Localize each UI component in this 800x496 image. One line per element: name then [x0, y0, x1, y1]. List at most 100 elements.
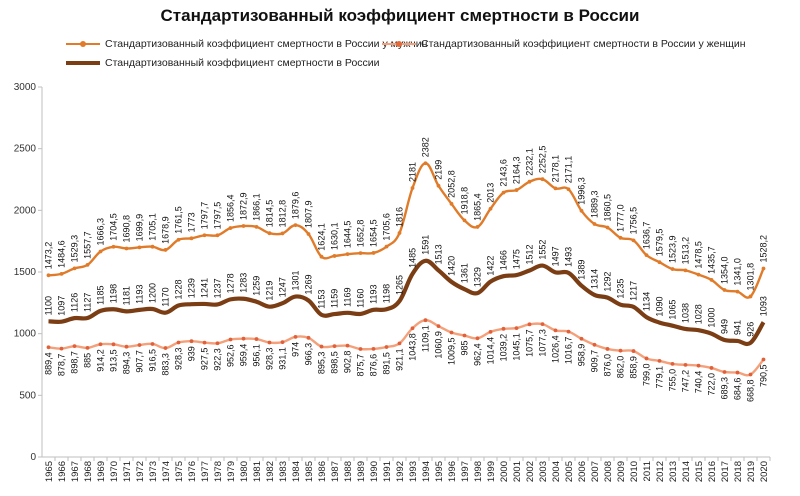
data-label-men: 1866,1	[252, 193, 262, 221]
point-women-1969	[98, 342, 103, 347]
point-men-1971	[124, 246, 129, 251]
data-label-men: 1761,5	[174, 206, 184, 234]
point-women-1976	[189, 339, 194, 344]
data-label-men: 1879,6	[291, 192, 301, 220]
data-label-women: 898,5	[330, 351, 340, 374]
data-label-women: 885	[83, 353, 93, 368]
data-label-men: 2382	[421, 137, 431, 157]
point-men-1992	[397, 231, 402, 235]
data-label-men: 1889,3	[590, 190, 600, 218]
x-tick-label: 1993	[408, 461, 419, 482]
data-label-men: 1636,7	[642, 222, 652, 250]
data-label-women: 891,5	[382, 352, 392, 375]
x-tick-label: 1974	[161, 461, 172, 482]
point-women-2005	[566, 329, 571, 334]
x-tick-label: 2019	[746, 461, 757, 482]
point-men-1989	[358, 251, 363, 256]
point-women-2016	[709, 366, 714, 370]
data-label-women: 895,3	[317, 352, 327, 375]
data-label-men: 1797,7	[200, 202, 210, 230]
point-men-2012	[657, 260, 662, 265]
x-tick-label: 2015	[694, 461, 705, 482]
data-label-women: 894,3	[122, 352, 132, 375]
point-women-2017	[722, 370, 727, 374]
data-label-women: 1039,2	[499, 334, 509, 362]
data-label-men: 1705,6	[382, 213, 392, 241]
data-label-men: 1690,8	[122, 215, 132, 243]
point-women-1967	[72, 344, 77, 349]
point-women-1997	[462, 333, 467, 338]
data-label-total: 1314	[590, 269, 600, 289]
legend-swatch-men	[66, 39, 100, 49]
data-label-total: 1292	[603, 272, 613, 292]
data-label-women: 1014,4	[486, 337, 496, 365]
point-men-2008	[605, 225, 610, 230]
point-men-1968	[85, 262, 90, 267]
data-label-men: 2171,1	[564, 156, 574, 184]
data-label-total: 1093	[759, 296, 769, 316]
data-label-men: 1630,1	[330, 222, 340, 250]
data-label-men: 1341,0	[733, 258, 743, 286]
point-men-2006	[579, 208, 584, 213]
data-label-total: 1169	[343, 287, 353, 306]
point-women-1968	[85, 345, 90, 350]
y-tick-label: 2500	[14, 144, 37, 155]
data-label-women: 928,3	[265, 348, 275, 371]
point-women-1965	[46, 345, 51, 350]
data-label-men: 1666,3	[96, 218, 106, 246]
data-label-women: 931,1	[278, 347, 288, 370]
data-label-men: 1756,5	[629, 207, 639, 235]
data-label-men: 1484,6	[57, 240, 67, 268]
x-tick-label: 1989	[356, 461, 367, 482]
point-women-1983	[280, 340, 285, 345]
data-label-men: 2199	[434, 160, 444, 180]
point-men-1993	[410, 186, 415, 190]
data-label-total: 1512	[525, 244, 535, 264]
data-label-women: 747,2	[681, 370, 691, 393]
point-women-1977	[202, 340, 207, 345]
data-label-total: 1241	[200, 278, 210, 298]
data-label-women: 740,4	[694, 371, 704, 394]
legend-label-men: Стандартизованный коэффициент смертности…	[105, 38, 428, 50]
point-men-2003	[540, 177, 545, 182]
point-women-1973	[150, 342, 155, 346]
data-label-men: 1865,4	[473, 193, 483, 221]
data-label-women: 956,1	[252, 344, 262, 367]
data-label-women: 779,1	[655, 366, 665, 389]
data-label-men: 1652,8	[356, 220, 366, 248]
data-label-women: 755,0	[668, 369, 678, 392]
point-women-1978	[215, 341, 220, 346]
data-label-women: 889,4	[44, 352, 54, 375]
data-label-total: 1329	[473, 267, 483, 287]
point-men-1975	[176, 237, 181, 242]
data-label-total: 1422	[486, 256, 496, 276]
data-label-total: 1247	[278, 277, 288, 297]
point-women-2015	[696, 363, 701, 368]
data-label-total: 1038	[681, 303, 691, 323]
point-women-2020	[761, 357, 766, 362]
x-tick-label: 1976	[187, 461, 198, 482]
point-women-2006	[579, 336, 584, 341]
data-label-women: 790,5	[759, 365, 769, 388]
point-men-1988	[345, 252, 350, 257]
data-label-women: 862,0	[616, 356, 626, 379]
data-label-women: 916,5	[148, 349, 158, 372]
data-label-men: 1996,3	[577, 177, 587, 205]
data-label-men: 1528,2	[759, 235, 769, 263]
data-label-men: 2164,3	[512, 157, 522, 185]
data-label-men: 1872,9	[239, 192, 249, 220]
data-label-total: 949	[720, 319, 730, 334]
data-label-total: 1301	[291, 271, 301, 291]
data-label-men: 1301,8	[746, 263, 756, 291]
data-label-men: 1812,8	[278, 200, 288, 228]
point-men-1998	[475, 225, 480, 229]
data-label-total: 1389	[577, 260, 587, 280]
data-label-women: 1026,4	[551, 335, 561, 363]
data-label-women: 1045,1	[512, 333, 522, 361]
data-label-women: 921,1	[395, 348, 405, 371]
data-label-men: 2232,1	[525, 148, 535, 176]
point-men-2007	[592, 222, 597, 226]
data-label-total: 1497	[551, 246, 561, 266]
point-men-1967	[72, 266, 77, 271]
point-women-2012	[657, 359, 662, 363]
